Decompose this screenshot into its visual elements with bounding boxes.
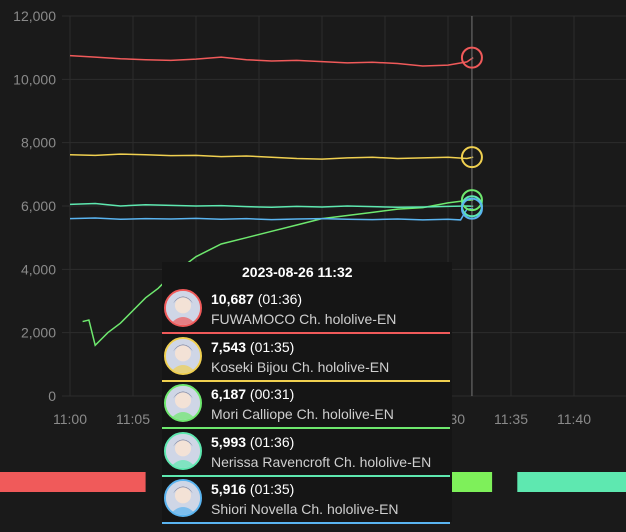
channel-name: Nerissa Ravencroft Ch. hololive-EN xyxy=(211,453,432,470)
x-tick-label: 11:00 xyxy=(53,411,87,427)
tooltip-value-line: 5,993 (01:36) xyxy=(211,434,294,450)
tooltip-item: 10,687 (01:36) FUWAMOCO Ch. hololive-EN xyxy=(162,286,450,334)
stream-duration: (01:36) xyxy=(253,291,303,307)
viewer-count: 5,993 xyxy=(211,433,247,450)
y-tick-label: 8,000 xyxy=(21,135,56,151)
koseki-bijou-avatar xyxy=(164,336,202,375)
timeline-bar[interactable] xyxy=(517,472,626,492)
channel-name: Shiori Novella Ch. hololive-EN xyxy=(211,501,399,517)
series-line[interactable] xyxy=(69,54,474,67)
tooltip-value-line: 6,187 (00:31) xyxy=(211,386,294,402)
hover-tooltip: 2023-08-26 11:32 10,687 (01:36) FUWAMOCO … xyxy=(162,262,452,524)
stream-duration: (01:35) xyxy=(246,338,295,355)
tooltip-item: 5,993 (01:36) Nerissa Ravencroft Ch. holo… xyxy=(162,429,450,477)
tooltip-item: 5,916 (01:35) Shiori Novella Ch. hololive… xyxy=(162,476,450,524)
fuwamoco-avatar xyxy=(164,289,202,327)
y-tick-label: 2,000 xyxy=(21,325,56,341)
channel-name: FUWAMOCO Ch. hololive-EN xyxy=(211,311,397,327)
y-tick-label: 4,000 xyxy=(21,261,56,277)
tooltip-time: 2023-08-26 11:32 xyxy=(242,264,353,280)
series-marker xyxy=(460,146,483,169)
mori-calliope-avatar xyxy=(164,384,202,422)
y-tick-label: 12,000 xyxy=(13,8,56,24)
stream-duration: (01:35) xyxy=(246,481,295,497)
shiori-avatar xyxy=(164,479,202,517)
y-axis: 0 2,000 4,000 6,000 8,000 10,000 12,000 xyxy=(13,8,56,404)
nerissa-avatar xyxy=(164,431,202,470)
stream-duration: (00:31) xyxy=(246,386,295,402)
series-line[interactable] xyxy=(69,207,474,221)
viewer-count: 5,916 xyxy=(211,481,247,497)
viewer-count: 7,543 xyxy=(211,338,247,355)
tooltip-item: 6,187 (00:31) Mori Calliope Ch. hololive-… xyxy=(162,381,450,429)
series-marker xyxy=(460,46,483,69)
tooltip-value-line: 10,687 (01:36) xyxy=(211,291,302,307)
cursor-markers xyxy=(460,46,483,220)
timeline-bar[interactable] xyxy=(0,472,146,492)
tooltip-value-line: 7,543 (01:35) xyxy=(211,339,294,355)
channel-name: Koseki Bijou Ch. hololive-EN xyxy=(211,358,390,375)
viewer-count: 6,187 xyxy=(211,386,247,402)
x-tick-label: 11:40 xyxy=(557,411,591,427)
tooltip-item: 7,543 (01:35) Koseki Bijou Ch. hololive-E… xyxy=(162,334,450,382)
tooltip-value-line: 5,916 (01:35) xyxy=(211,481,294,497)
series-marker xyxy=(460,197,483,220)
series-line[interactable] xyxy=(69,153,474,160)
x-tick-label: 11:05 xyxy=(116,411,150,427)
stream-duration: (01:36) xyxy=(246,433,295,450)
series-lines[interactable] xyxy=(69,54,474,347)
channel-name: Mori Calliope Ch. hololive-EN xyxy=(211,406,394,422)
y-tick-label: 10,000 xyxy=(13,71,56,87)
series-marker xyxy=(460,189,483,212)
y-tick-label: 0 xyxy=(48,388,56,404)
x-tick-label: 11:35 xyxy=(494,411,528,427)
series-line[interactable] xyxy=(69,202,474,209)
y-tick-label: 6,000 xyxy=(21,198,56,214)
viewer-count: 10,687 xyxy=(211,291,254,307)
timeline-bar[interactable] xyxy=(448,472,493,492)
